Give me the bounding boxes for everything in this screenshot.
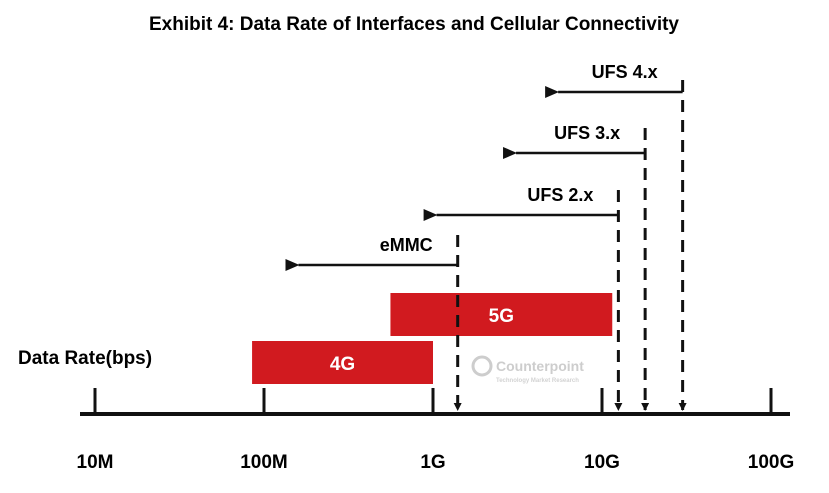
x-tick-label: 10M bbox=[77, 452, 114, 473]
bar-5g bbox=[390, 293, 613, 336]
interface-label: eMMC bbox=[380, 235, 433, 255]
x-tick-label: 100G bbox=[748, 452, 794, 473]
watermark-tagline: Technology Market Research bbox=[496, 378, 579, 384]
bar-label: 5G bbox=[489, 306, 514, 327]
watermark: Counterpoint Technology Market Research bbox=[471, 355, 584, 384]
x-tick-label: 1G bbox=[420, 452, 445, 473]
interface-label: UFS 2.x bbox=[527, 185, 593, 205]
x-tick-label: 100M bbox=[240, 452, 288, 473]
chart-title: Exhibit 4: Data Rate of Interfaces and C… bbox=[149, 14, 679, 35]
bar-4g bbox=[252, 341, 433, 384]
interface-label: UFS 3.x bbox=[554, 123, 620, 143]
watermark-name: Counterpoint bbox=[496, 358, 584, 374]
interface-label: UFS 4.x bbox=[592, 62, 658, 82]
watermark-logo-icon bbox=[471, 355, 493, 377]
bar-label: 4G bbox=[330, 354, 355, 375]
y-axis-label: Data Rate(bps) bbox=[18, 348, 152, 369]
x-tick-label: 10G bbox=[584, 452, 620, 473]
